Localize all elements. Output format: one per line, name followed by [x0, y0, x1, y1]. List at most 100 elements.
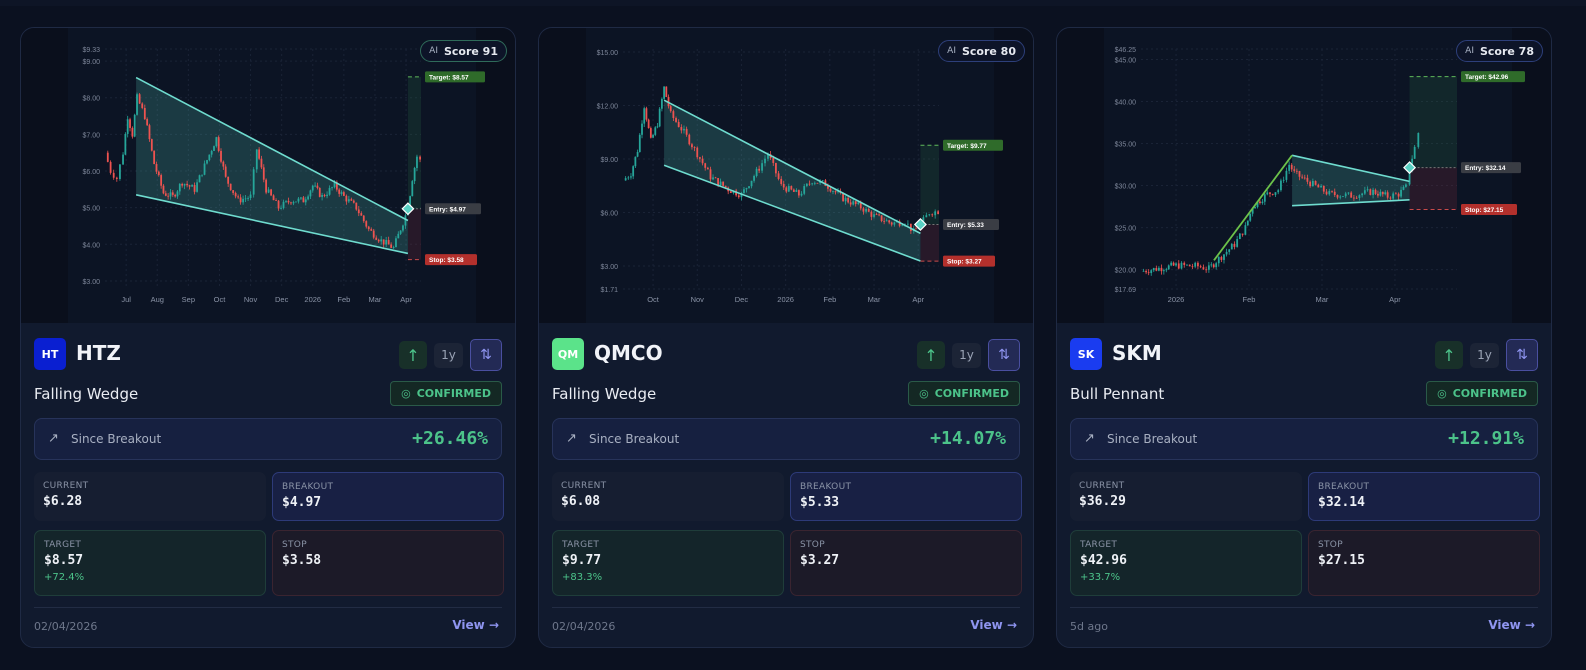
- ticker-symbol: HTZ: [76, 341, 121, 365]
- x-tick-label: Sep: [182, 295, 195, 304]
- entry-label-bg: [943, 218, 999, 230]
- target-zone: [407, 76, 421, 209]
- candle-body: [169, 192, 172, 197]
- entry-label: Entry: $32.14: [1465, 165, 1506, 172]
- arrow-up-icon[interactable]: ↑: [399, 341, 427, 369]
- candle-body: [1322, 185, 1325, 192]
- candle-body: [649, 128, 652, 138]
- candle-body: [909, 223, 912, 231]
- candle-body: [153, 150, 156, 165]
- candle-body: [777, 173, 780, 179]
- candle-body: [1261, 201, 1264, 204]
- candle-body: [220, 150, 222, 162]
- y-tick-label: $6.00: [600, 211, 618, 218]
- candle-body: [309, 190, 312, 197]
- candle-body: [311, 185, 314, 191]
- swap-arrows-icon[interactable]: ⇅: [1506, 339, 1538, 371]
- y-tick-label: $15.00: [597, 50, 619, 57]
- stat-value: $5.33: [800, 495, 840, 510]
- trending-up-icon: ↗: [48, 431, 59, 446]
- candle-body: [106, 152, 109, 162]
- candle-body: [141, 103, 144, 108]
- stat-value: $9.77: [562, 553, 602, 568]
- candle-body: [827, 185, 829, 189]
- candle-body: [176, 191, 179, 197]
- ai-label: AI: [1465, 46, 1474, 56]
- candle-body: [862, 208, 865, 212]
- candle-body: [377, 239, 380, 242]
- candle-body: [157, 171, 160, 176]
- candle-body: [893, 222, 896, 225]
- candle-body: [663, 86, 666, 99]
- candle-body: [1157, 267, 1160, 271]
- candle-body: [1271, 193, 1274, 195]
- stat-label: BREAKOUT: [1318, 482, 1370, 492]
- candle-body: [1186, 264, 1188, 266]
- pattern-card[interactable]: $46.25 $45.00 $40.00 $35.00 $30.00 $25.00 $20.…: [1056, 27, 1552, 648]
- candle-body: [1363, 190, 1366, 194]
- candle-body: [1309, 181, 1312, 187]
- candle-body: [252, 169, 255, 195]
- candle-body: [1210, 264, 1213, 266]
- timeframe-button[interactable]: 1y: [1470, 342, 1499, 368]
- candle-body: [811, 183, 814, 185]
- candle-body: [834, 191, 837, 193]
- candle-body: [258, 149, 261, 159]
- candle-body: [1342, 196, 1344, 198]
- x-tick-label: Dec: [735, 295, 749, 304]
- candle-body: [1389, 197, 1392, 199]
- candle-body: [119, 164, 121, 179]
- candle-body: [1303, 177, 1306, 179]
- candle-body: [844, 197, 847, 202]
- swap-arrows-icon[interactable]: ⇅: [470, 339, 502, 371]
- candle-body: [174, 194, 177, 197]
- candle-body: [234, 192, 237, 197]
- timeframe-button[interactable]: 1y: [952, 342, 981, 368]
- view-button[interactable]: View →: [1488, 618, 1535, 632]
- candle-body: [129, 119, 131, 128]
- candle-body: [198, 175, 201, 183]
- ai-label: AI: [429, 46, 438, 56]
- x-tick-label: Feb: [823, 295, 836, 304]
- view-label: View: [970, 618, 1003, 632]
- stop-price-stat: STOP $27.15: [1308, 530, 1540, 596]
- candle-body: [300, 197, 302, 199]
- candle-body: [1199, 266, 1202, 268]
- status-badge: ◎ CONFIRMED: [390, 381, 502, 406]
- candle-body: [1394, 193, 1397, 195]
- candle-body: [647, 119, 650, 129]
- candle-body: [808, 183, 811, 185]
- candle-body: [857, 202, 860, 204]
- candle-body: [1369, 189, 1372, 195]
- candle-body: [122, 154, 124, 165]
- view-button[interactable]: View →: [452, 618, 499, 632]
- upper-trendline: [1291, 154, 1410, 183]
- arrow-up-icon[interactable]: ↑: [1435, 341, 1463, 369]
- candle-body: [260, 158, 263, 168]
- plot-background: [586, 28, 994, 323]
- candle-body: [1191, 266, 1194, 268]
- breakout-price-stat: BREAKOUT $32.14: [1308, 472, 1540, 521]
- pattern-name: Bull Pennant: [1070, 385, 1165, 403]
- view-button[interactable]: View →: [970, 618, 1017, 632]
- candle-body: [1230, 243, 1233, 250]
- trending-up-icon: ↗: [566, 431, 577, 446]
- breakout-marker: [1403, 161, 1417, 175]
- swap-arrows-icon[interactable]: ⇅: [988, 339, 1020, 371]
- pattern-card[interactable]: $15.00 $12.00 $9.00 $6.00 $3.00 $1.71 Oct Nov De…: [538, 27, 1034, 648]
- candle-body: [350, 199, 353, 201]
- pattern-card[interactable]: $9.33 $9.00 $8.00 $7.00 $6.00 $5.00 $4.00 $3.00…: [20, 27, 516, 648]
- candle-body: [699, 157, 701, 159]
- candle-body: [355, 202, 358, 210]
- candle-body: [636, 152, 639, 157]
- timeframe-button[interactable]: 1y: [434, 342, 463, 368]
- x-tick-label: Nov: [244, 295, 258, 304]
- stop-label: Stop: $27.15: [1465, 207, 1504, 214]
- target-zone: [920, 145, 939, 225]
- candle-body: [915, 228, 917, 230]
- target-label: Target: $42.96: [1465, 74, 1509, 81]
- candle-body: [277, 200, 280, 209]
- arrow-up-icon[interactable]: ↑: [917, 341, 945, 369]
- chart-svg: $46.25 $45.00 $40.00 $35.00 $30.00 $25.00 $20.…: [1104, 28, 1525, 323]
- candle-body: [321, 195, 323, 197]
